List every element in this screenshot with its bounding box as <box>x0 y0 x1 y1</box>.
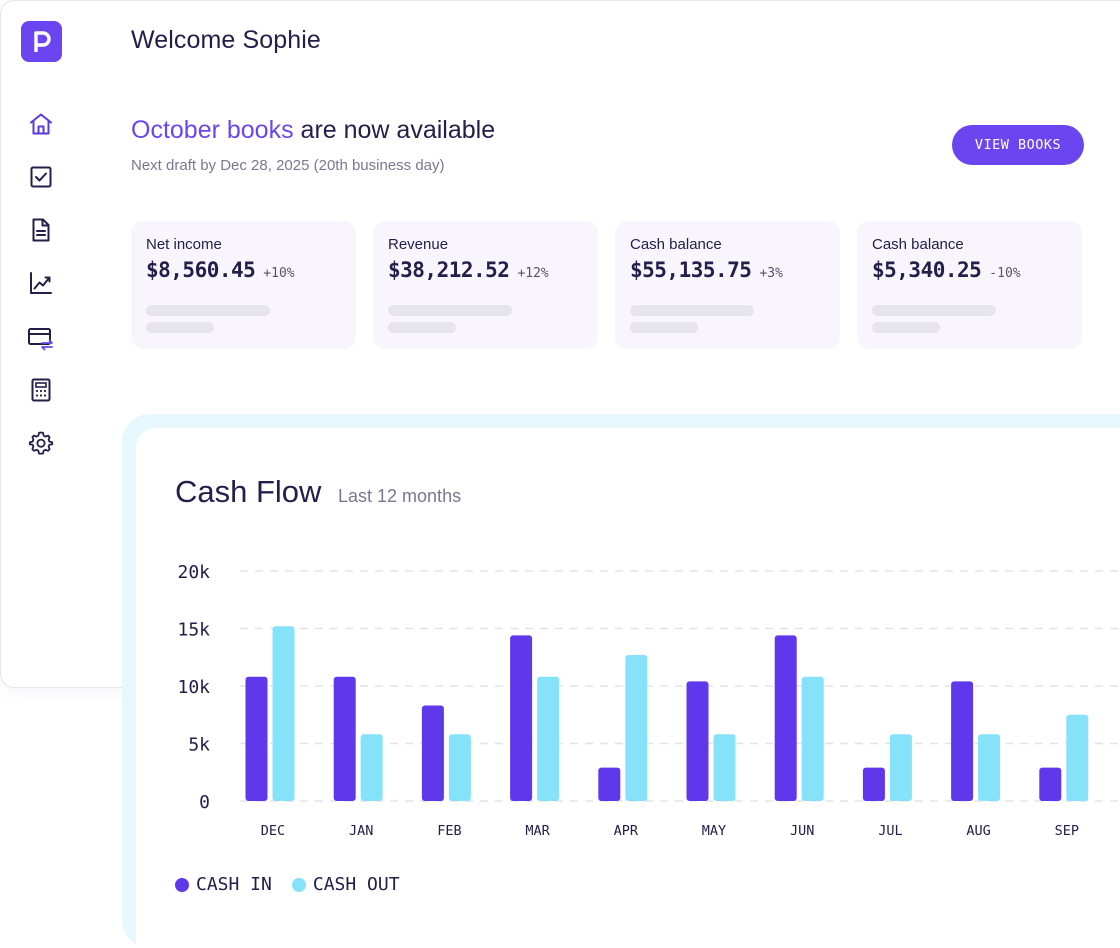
metric-card-cash-balance[interactable]: Cash balance $55,135.75 +3% <box>615 221 840 349</box>
metric-label: Net income <box>146 236 222 253</box>
bar-cash-out-apr[interactable] <box>625 654 648 801</box>
metric-value-row: $55,135.75 +3% <box>630 258 840 282</box>
bar-cash-in-sep[interactable] <box>1039 767 1062 801</box>
y-tick-label: 20k <box>177 562 210 583</box>
skeleton-line <box>872 322 940 333</box>
calculator-icon <box>31 378 51 402</box>
skeleton-line <box>388 305 512 316</box>
y-tick-label: 15k <box>177 620 210 641</box>
chart-title: Cash Flow <box>175 474 322 509</box>
sidebar-item-settings[interactable] <box>27 429 55 457</box>
metric-label: Cash balance <box>630 236 722 253</box>
bar-cash-out-dec[interactable] <box>272 626 295 801</box>
metric-change: +12% <box>517 266 549 281</box>
document-icon <box>32 218 50 242</box>
x-tick-label: FEB <box>437 823 461 839</box>
y-tick-label: 5k <box>188 735 210 756</box>
bar-cash-in-mar[interactable] <box>510 635 533 801</box>
metric-value: $5,340.25 <box>872 258 982 282</box>
x-tick-label: SEP <box>1055 823 1079 839</box>
metric-change: +10% <box>263 266 295 281</box>
metric-card-net-income[interactable]: Net income $8,560.45 +10% <box>131 221 356 349</box>
metric-value-row: $38,212.52 +12% <box>388 258 598 282</box>
metric-label: Revenue <box>388 236 449 253</box>
skeleton-line <box>872 305 996 316</box>
x-tick-label: APR <box>614 823 639 839</box>
x-tick-label: AUG <box>966 823 990 839</box>
checkbox-icon <box>30 166 52 188</box>
metric-value: $38,212.52 <box>388 258 510 282</box>
metric-change: +3% <box>759 266 783 281</box>
sidebar-item-reports[interactable] <box>27 269 55 297</box>
sidebar-item-tasks[interactable] <box>27 163 55 191</box>
bar-cash-out-mar[interactable] <box>537 676 560 801</box>
bar-cash-in-jul[interactable] <box>862 767 885 801</box>
x-tick-label: DEC <box>261 823 285 839</box>
sidebar-item-home[interactable] <box>27 110 55 138</box>
bar-cash-in-apr[interactable] <box>598 767 621 801</box>
view-books-button[interactable]: VIEW BOOKS <box>952 125 1084 165</box>
bar-cash-out-aug[interactable] <box>978 734 1001 801</box>
bar-cash-in-aug[interactable] <box>951 681 974 801</box>
logo-p-icon <box>33 30 51 52</box>
gear-icon <box>28 431 54 455</box>
legend-label: CASH OUT <box>312 874 400 895</box>
y-tick-label: 10k <box>177 677 210 698</box>
metric-change: -10% <box>989 266 1021 281</box>
chart-subtitle: Last 12 months <box>338 486 462 506</box>
headline-rest: are now available <box>293 116 496 144</box>
trend-chart-icon <box>30 272 52 294</box>
card-transfer-icon <box>28 328 53 351</box>
metric-value-row: $5,340.25 -10% <box>872 258 1082 282</box>
chart-legend: CASH IN CASH OUT <box>175 874 420 895</box>
sidebar-item-documents[interactable] <box>27 216 55 244</box>
legend-label: CASH IN <box>196 874 272 895</box>
skeleton-line <box>146 322 214 333</box>
legend-item-cash-out[interactable]: CASH OUT <box>291 874 400 895</box>
books-available-headline: October books are now available <box>131 116 495 145</box>
metric-card-revenue[interactable]: Revenue $38,212.52 +12% <box>373 221 598 349</box>
bar-cash-in-jan[interactable] <box>333 676 356 801</box>
legend-swatch-cash-out <box>291 877 306 892</box>
metric-card-cash-balance-2[interactable]: Cash balance $5,340.25 -10% <box>857 221 1082 349</box>
metric-value-row: $8,560.45 +10% <box>146 258 356 282</box>
legend-item-cash-in[interactable]: CASH IN <box>175 874 272 895</box>
y-tick-label: 0 <box>199 792 210 813</box>
bar-cash-out-jan[interactable] <box>360 734 383 801</box>
x-tick-label: MAR <box>525 823 550 839</box>
x-tick-label: JUN <box>790 823 814 839</box>
skeleton-line <box>388 322 456 333</box>
x-tick-label: JUL <box>878 823 902 839</box>
bar-cash-in-dec[interactable] <box>245 676 268 801</box>
bar-cash-out-sep[interactable] <box>1066 714 1089 801</box>
headline-accent: October books <box>131 116 294 144</box>
next-draft-note: Next draft by Dec 28, 2025 (20th busines… <box>131 157 445 174</box>
app-logo[interactable] <box>21 21 62 62</box>
metric-label: Cash balance <box>872 236 964 253</box>
metric-value: $55,135.75 <box>630 258 752 282</box>
bar-cash-out-may[interactable] <box>713 734 736 801</box>
home-icon <box>30 113 52 135</box>
skeleton-line <box>630 322 698 333</box>
x-tick-label: MAY <box>702 823 726 839</box>
bar-cash-out-feb[interactable] <box>448 734 471 801</box>
legend-swatch-cash-in <box>175 877 189 892</box>
bar-cash-in-feb[interactable] <box>421 705 444 801</box>
page-title: Welcome Sophie <box>131 26 321 54</box>
bar-cash-in-jun[interactable] <box>774 635 797 801</box>
sidebar-item-transactions[interactable] <box>27 324 55 352</box>
skeleton-line <box>630 305 754 316</box>
skeleton-line <box>146 305 270 316</box>
metric-value: $8,560.45 <box>146 258 256 282</box>
bar-cash-out-jul[interactable] <box>889 734 912 801</box>
x-tick-label: JAN <box>349 823 373 839</box>
bar-cash-in-may[interactable] <box>686 681 709 801</box>
bar-cash-out-jun[interactable] <box>801 676 824 801</box>
sidebar-item-calculator[interactable] <box>27 376 55 404</box>
